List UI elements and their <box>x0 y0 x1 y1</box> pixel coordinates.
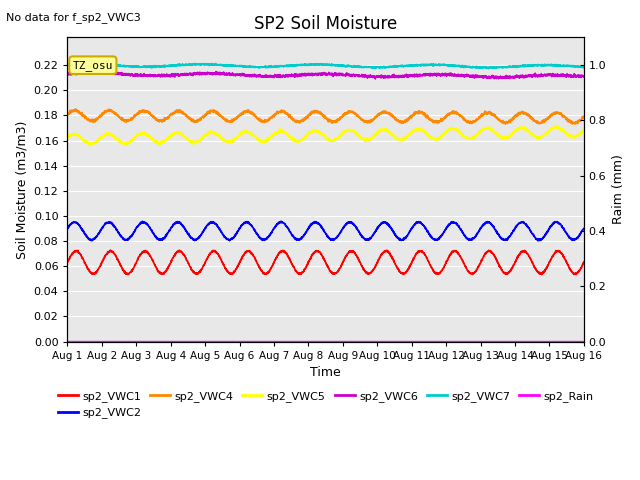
sp2_VWC7 <box>515 64 522 70</box>
Line: sp2_VWC2: sp2_VWC2 <box>67 221 584 241</box>
sp2_VWC4 <box>262 118 269 123</box>
sp2_VWC6 <box>262 73 269 79</box>
Text: No data for f_sp2_VWC3: No data for f_sp2_VWC3 <box>6 12 141 23</box>
sp2_Rain <box>262 339 269 345</box>
sp2_VWC2 <box>515 221 522 227</box>
Y-axis label: Raim (mm): Raim (mm) <box>612 155 625 224</box>
sp2_VWC7 <box>191 60 198 66</box>
sp2_VWC1 <box>262 271 269 276</box>
X-axis label: Time: Time <box>310 366 341 379</box>
sp2_VWC2 <box>262 236 269 242</box>
sp2_VWC1 <box>485 247 493 253</box>
sp2_VWC6 <box>122 72 130 78</box>
sp2_VWC2 <box>122 237 130 242</box>
sp2_VWC1 <box>570 271 578 276</box>
sp2_VWC4 <box>284 112 292 118</box>
sp2_VWC5 <box>154 140 161 145</box>
Line: sp2_VWC7: sp2_VWC7 <box>67 63 584 69</box>
sp2_VWC6 <box>63 72 71 78</box>
sp2_VWC6 <box>153 73 161 79</box>
sp2_VWC2 <box>570 237 578 243</box>
Y-axis label: Soil Moisture (m3/m3): Soil Moisture (m3/m3) <box>15 120 28 259</box>
sp2_VWC1 <box>63 259 71 264</box>
sp2_VWC1 <box>284 252 292 258</box>
sp2_VWC6 <box>371 76 379 82</box>
sp2_VWC7 <box>262 64 269 70</box>
sp2_VWC7 <box>570 63 578 69</box>
sp2_VWC4 <box>123 119 131 124</box>
sp2_Rain <box>570 339 577 345</box>
sp2_Rain <box>122 339 130 345</box>
sp2_VWC5 <box>515 127 522 132</box>
sp2_VWC5 <box>122 142 129 148</box>
sp2_VWC1 <box>580 259 588 265</box>
sp2_VWC2 <box>153 235 161 241</box>
Line: sp2_VWC5: sp2_VWC5 <box>67 126 584 145</box>
Line: sp2_VWC4: sp2_VWC4 <box>67 109 584 124</box>
sp2_VWC1 <box>538 272 545 277</box>
sp2_VWC4 <box>580 113 588 119</box>
sp2_VWC5 <box>580 127 588 133</box>
sp2_VWC2 <box>278 218 285 224</box>
sp2_VWC4 <box>515 110 522 116</box>
sp2_VWC6 <box>570 74 578 80</box>
sp2_Rain <box>153 339 161 345</box>
sp2_VWC6 <box>284 74 292 80</box>
sp2_VWC5 <box>570 135 578 141</box>
sp2_VWC2 <box>534 238 542 244</box>
sp2_VWC6 <box>580 74 588 80</box>
sp2_VWC7 <box>63 61 71 67</box>
sp2_VWC5 <box>123 141 131 146</box>
sp2_VWC1 <box>515 253 522 259</box>
Line: sp2_VWC1: sp2_VWC1 <box>67 250 584 275</box>
sp2_VWC5 <box>552 123 560 129</box>
sp2_VWC2 <box>284 226 292 232</box>
Legend: sp2_VWC1, sp2_VWC2, sp2_VWC4, sp2_VWC5, sp2_VWC6, sp2_VWC7, sp2_Rain: sp2_VWC1, sp2_VWC2, sp2_VWC4, sp2_VWC5, … <box>53 387 598 423</box>
sp2_VWC2 <box>580 226 588 231</box>
sp2_VWC4 <box>570 120 578 126</box>
sp2_VWC4 <box>572 121 579 127</box>
Text: TZ_osu: TZ_osu <box>72 60 113 71</box>
sp2_VWC4 <box>154 117 161 122</box>
sp2_VWC6 <box>515 74 522 80</box>
sp2_VWC7 <box>580 64 588 70</box>
sp2_VWC2 <box>63 225 71 231</box>
sp2_VWC5 <box>284 132 292 138</box>
sp2_VWC1 <box>122 270 130 276</box>
Title: SP2 Soil Moisture: SP2 Soil Moisture <box>254 15 397 33</box>
sp2_VWC7 <box>122 63 130 69</box>
sp2_VWC7 <box>485 66 493 72</box>
sp2_VWC7 <box>153 63 161 69</box>
sp2_Rain <box>284 339 292 345</box>
sp2_VWC5 <box>262 138 269 144</box>
sp2_VWC7 <box>284 63 292 69</box>
sp2_VWC4 <box>72 106 79 112</box>
Line: sp2_VWC6: sp2_VWC6 <box>67 72 584 79</box>
sp2_VWC4 <box>63 112 71 118</box>
sp2_Rain <box>514 339 522 345</box>
sp2_VWC5 <box>63 134 71 140</box>
sp2_Rain <box>580 339 588 345</box>
sp2_VWC6 <box>212 69 220 74</box>
sp2_VWC1 <box>153 265 161 271</box>
sp2_Rain <box>63 339 71 345</box>
